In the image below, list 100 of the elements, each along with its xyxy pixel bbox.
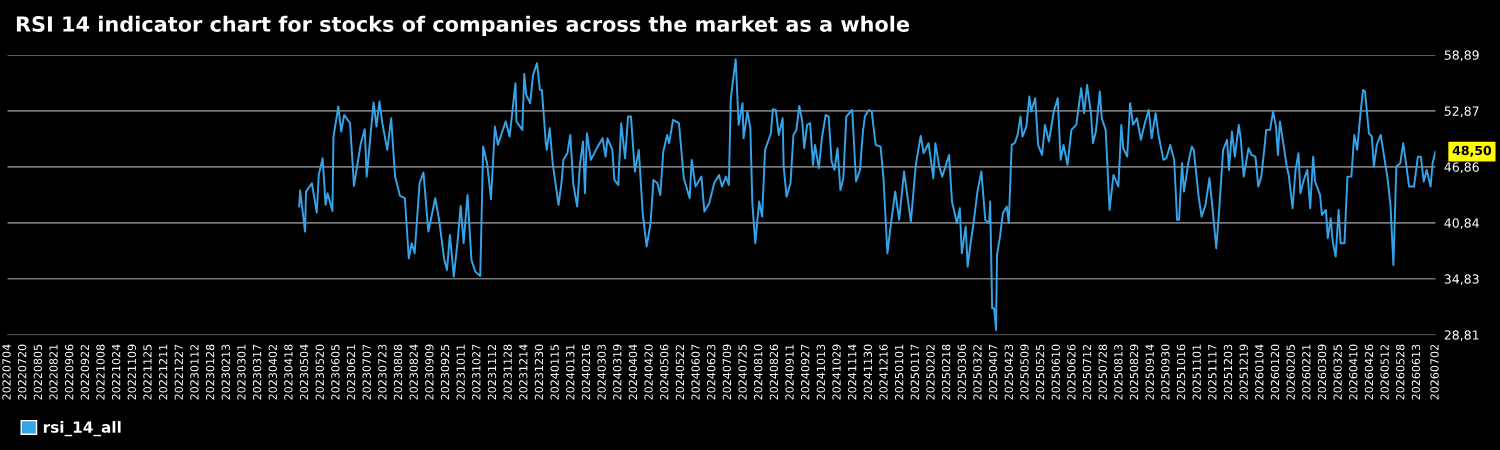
x-tick-label: 20250610 [1051, 344, 1060, 400]
x-tick-label: 20260120 [1270, 344, 1280, 400]
x-tick-label: 20250202 [926, 344, 935, 400]
x-tick-label: 20241216 [879, 344, 888, 400]
x-tick-label: 20250101 [894, 344, 904, 400]
x-tick-label: 20230808 [393, 344, 403, 400]
y-tick-label: 34,83 [1444, 274, 1479, 285]
x-tick-label: 20260221 [1302, 344, 1311, 400]
x-tick-label: 20251016 [1176, 344, 1186, 400]
x-tick-label: 20250218 [941, 344, 951, 400]
x-tick-label: 20251117 [1208, 344, 1217, 400]
x-tick-label: 20240927 [800, 344, 810, 400]
x-tick-label: 20230605 [331, 344, 340, 400]
x-tick-label: 20250728 [1098, 344, 1107, 400]
x-tick-label: 20260205 [1286, 344, 1295, 400]
x-tick-label: 20230621 [346, 344, 356, 400]
x-tick-label: 20221125 [143, 344, 152, 400]
x-tick-label: 20240115 [550, 344, 559, 400]
x-tick-label: 20250407 [988, 344, 998, 400]
x-tick-label: 20241130 [863, 344, 873, 400]
x-tick-label: 20220922 [80, 344, 90, 400]
x-tick-label: 20250813 [1114, 344, 1123, 400]
x-tick-label: 20250322 [973, 344, 982, 400]
x-tick-label: 20231112 [487, 344, 497, 400]
x-tick-label: 20240709 [722, 344, 732, 400]
x-tick-label: 20240810 [754, 344, 763, 400]
x-tick-label: 20230128 [205, 344, 215, 400]
x-tick-label: 20240216 [581, 344, 591, 400]
x-tick-label: 20240607 [691, 344, 700, 400]
x-tick-label: 20250914 [1145, 344, 1154, 400]
x-tick-label: 20221024 [111, 344, 121, 400]
x-tick-label: 20230418 [284, 344, 293, 400]
x-tick-label: 20221227 [174, 344, 183, 400]
x-tick-label: 20230723 [378, 344, 387, 400]
y-tick-label: 46,86 [1444, 162, 1479, 174]
x-tick-label: 20260512 [1380, 344, 1389, 400]
x-tick-label: 20231230 [534, 344, 544, 400]
chart-title: RSI 14 indicator chart for stocks of companies across the market as a whole [16, 15, 909, 36]
x-tick-label: 20250626 [1067, 344, 1076, 400]
x-tick-label: 20231214 [519, 344, 528, 400]
x-tick-label: 20230213 [221, 344, 230, 400]
x-tick-label: 20250712 [1082, 344, 1092, 400]
x-tick-label: 20250306 [957, 344, 966, 400]
x-tick-label: 20240911 [785, 344, 794, 400]
x-tick-label: 20230520 [315, 344, 324, 400]
x-tick-label: 20260426 [1364, 344, 1374, 400]
x-tick-label: 20240522 [675, 344, 685, 400]
x-tick-label: 20230317 [252, 344, 262, 400]
y-tick-label: 28,81 [1444, 330, 1479, 341]
x-tick-label: 20231128 [503, 344, 512, 400]
x-tick-label: 20240131 [566, 344, 575, 400]
x-tick-label: 20251101 [1192, 344, 1201, 400]
x-tick-label: 20250117 [910, 344, 920, 400]
x-tick-label: 20230925 [440, 344, 450, 400]
x-tick-label: 20220720 [17, 344, 27, 400]
x-tick-label: 20220821 [49, 344, 58, 400]
x-tick-label: 20241029 [832, 344, 841, 400]
x-tick-label: 20260309 [1317, 344, 1327, 400]
x-tick-label: 20230402 [268, 344, 277, 400]
x-tick-label: 20240303 [597, 344, 606, 400]
x-tick-label: 20231027 [472, 344, 481, 400]
x-tick-label: 20250509 [1020, 344, 1029, 400]
x-tick-label: 20260528 [1396, 344, 1405, 400]
x-tick-label: 20220805 [33, 344, 43, 400]
x-tick-label: 20241013 [816, 344, 826, 400]
x-tick-label: 20230707 [362, 344, 371, 400]
x-tick-label: 20260104 [1255, 344, 1264, 400]
x-tick-label: 20221211 [158, 344, 168, 400]
x-tick-label: 20260410 [1349, 344, 1358, 400]
x-tick-label: 20260702 [1430, 344, 1439, 400]
x-tick-label: 20250525 [1035, 344, 1045, 400]
x-tick-label: 20220906 [64, 344, 74, 400]
x-tick-label: 20221008 [96, 344, 105, 400]
x-tick-label: 20240506 [660, 344, 669, 400]
x-tick-label: 20250423 [1004, 344, 1013, 400]
x-tick-label: 20221109 [127, 344, 136, 400]
line-series [298, 58, 1436, 331]
x-tick-label: 20240826 [769, 344, 779, 400]
annotation: 48,50 [1452, 145, 1492, 157]
x-tick-label: 20250930 [1161, 344, 1170, 400]
x-tick-label: 20240623 [707, 344, 716, 400]
x-tick-label: 20240404 [628, 344, 638, 400]
legend-label: rsi_14_all [43, 421, 121, 437]
x-tick-label: 20260325 [1333, 344, 1342, 400]
y-tick-label: 40,84 [1444, 218, 1479, 230]
x-tick-label: 20230909 [425, 344, 434, 400]
x-tick-label: 20251203 [1223, 344, 1233, 400]
x-tick-label: 20240725 [738, 344, 747, 400]
x-tick-label: 20230112 [190, 344, 199, 400]
x-tick-label: 20260613 [1411, 344, 1421, 400]
y-tick-label: 58,89 [1444, 50, 1479, 62]
y-tick-label: 52,87 [1444, 106, 1479, 118]
x-tick-label: 20230504 [299, 344, 309, 400]
x-tick-label: 20241114 [847, 344, 857, 400]
x-tick-label: 20240420 [644, 344, 653, 400]
x-tick-label: 20251219 [1239, 344, 1248, 400]
x-tick-label: 20240319 [613, 344, 622, 400]
x-tick-label: 20230824 [409, 344, 418, 400]
x-tick-label: 20230301 [237, 344, 246, 400]
x-tick-label: 20220704 [2, 344, 11, 400]
